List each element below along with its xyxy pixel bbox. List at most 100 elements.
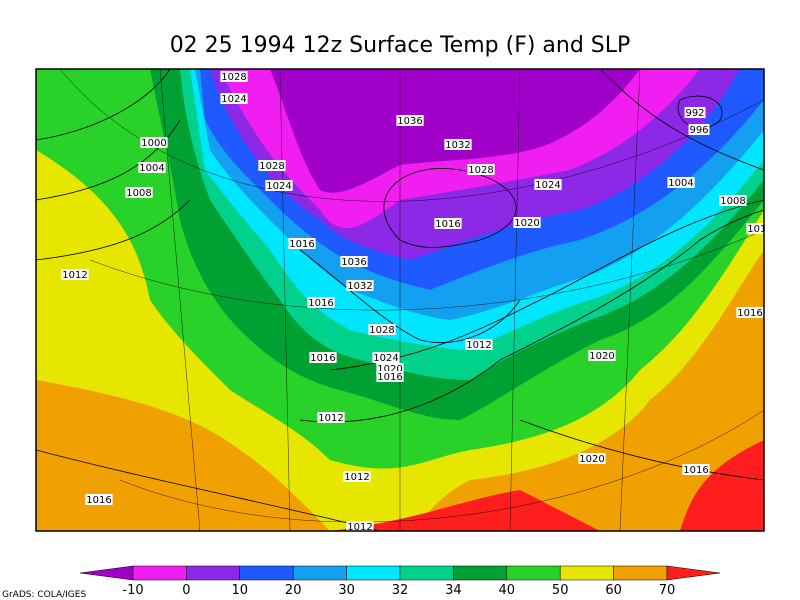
isobar-label-bg: [376, 363, 404, 374]
isobar-label: 1036: [397, 116, 422, 127]
isobar-label-bg: [736, 307, 764, 318]
map: 1028 1024 1036 1032 1028 1024 992 996 1000 10…: [36, 69, 772, 531]
colorbar-box: [239, 565, 294, 581]
isobar-label: 1008: [126, 188, 151, 199]
colorbar-label: 20: [285, 583, 302, 598]
colorbar-box: [559, 565, 614, 581]
isobar-label: 1000: [141, 138, 166, 149]
colorbar-arrow: [666, 565, 721, 581]
credit: GrADS: COLA/IGES: [2, 590, 86, 600]
isobar-label-bg: [684, 107, 706, 118]
isobar-label-bg: [307, 297, 335, 308]
isobar-label: 1016: [310, 353, 335, 364]
isobar-label-bg: [444, 139, 472, 150]
isobar-label: 996: [689, 125, 708, 136]
isobar-label: 992: [685, 108, 704, 119]
isobar-label: 1004: [668, 178, 693, 189]
isobar-label: 1028: [221, 72, 246, 83]
isobar-label: 1016: [377, 372, 402, 383]
isobar-label: 1012: [466, 340, 491, 351]
map-frame: [35, 68, 765, 532]
colorbar-label: 34: [445, 583, 462, 598]
isobar-label-bg: [140, 137, 168, 148]
isobar-label-bg: [746, 223, 764, 234]
isobar-label: 1036: [341, 257, 366, 268]
isobar-label: 1008: [720, 196, 745, 207]
isobar-label-bg: [85, 494, 113, 505]
colorbar-label: 10: [232, 583, 249, 598]
isobar-label: 1012: [318, 413, 343, 424]
colorbar-box: [292, 565, 347, 581]
colorbar-box: [506, 565, 561, 581]
colorbar-box: [613, 565, 668, 581]
isobar-label: 1016: [683, 465, 708, 476]
isobar-label-bg: [258, 160, 286, 171]
isobar-label: 1024: [373, 353, 398, 364]
isobar-label: 1020: [377, 364, 402, 375]
colorbar-label: -10: [122, 583, 143, 598]
colorbar-box: [399, 565, 454, 581]
isobar-label-bg: [396, 115, 424, 126]
isobar-label: 1012: [62, 270, 87, 281]
colorbar-arrow: [79, 565, 134, 581]
isobar-label-bg: [534, 179, 562, 190]
isobar-label: 1024: [535, 180, 560, 191]
colorbar-label: 60: [605, 583, 622, 598]
isobar-label: 1016: [289, 239, 314, 250]
title: 02 25 1994 12z Surface Temp (F) and SLP: [170, 33, 631, 58]
isobar-label: 1024: [221, 94, 246, 105]
isobar-label: 1012: [747, 224, 772, 235]
isobar-label-bg: [465, 339, 493, 350]
field: [330, 490, 600, 531]
isobar-label: 1028: [468, 165, 493, 176]
isobar-label-bg: [309, 352, 337, 363]
isobars: [36, 69, 764, 531]
isobar-label: 1020: [514, 218, 539, 229]
field: [270, 69, 640, 193]
colorbar-label: 32: [392, 583, 409, 598]
isobar-label: 1028: [259, 161, 284, 172]
isobar-label: 1024: [266, 181, 291, 192]
isobar-label-bg: [376, 371, 404, 382]
isobar-label: 1020: [589, 351, 614, 362]
isobar-label-bg: [467, 164, 495, 175]
isobar-label-bg: [588, 350, 616, 361]
isobar-label-bg: [138, 162, 166, 173]
isobar-label-bg: [346, 280, 374, 291]
isobar-label-bg: [719, 195, 747, 206]
isobar-label-bg: [125, 187, 153, 198]
isobar-label-bg: [346, 521, 374, 531]
grid: [59, 69, 764, 531]
isobar-label-bg: [220, 71, 248, 82]
isobar-label: 1016: [86, 495, 111, 506]
isobar-label: 1016: [737, 308, 762, 319]
isobar-label-bg: [682, 464, 710, 475]
colorbar: -10 0 10 20 30 32 34 40 50 60 70: [79, 565, 721, 598]
colorbar-label: 40: [499, 583, 516, 598]
isobar-label-bg: [343, 471, 371, 482]
isobar-label-bg: [265, 180, 293, 191]
field: [680, 440, 764, 531]
colorbar-label: 30: [338, 583, 355, 598]
isobar-label: 1016: [435, 219, 460, 230]
isobar-label-bg: [288, 238, 316, 249]
isobar-label-bg: [372, 352, 400, 363]
colorbar-box: [132, 565, 187, 581]
isobar-label: 1016: [308, 298, 333, 309]
colorbar-label: 70: [659, 583, 676, 598]
isobar-label-bg: [513, 217, 541, 228]
isobar-label-bg: [340, 256, 368, 267]
isobar-label-bg: [688, 124, 710, 135]
colorbar-box: [186, 565, 241, 581]
isobar-label-bg: [368, 324, 396, 335]
colorbar-box: [453, 565, 508, 581]
isobar-label-bg: [317, 412, 345, 423]
isobar-label-bg: [667, 177, 695, 188]
colorbar-box: [346, 565, 401, 581]
colorbar-label: 50: [552, 583, 569, 598]
isobar-label: 1032: [445, 140, 470, 151]
isobar-label: 1004: [139, 163, 164, 174]
colorbar-label: 0: [182, 583, 190, 598]
isobar-label-bg: [220, 93, 248, 104]
